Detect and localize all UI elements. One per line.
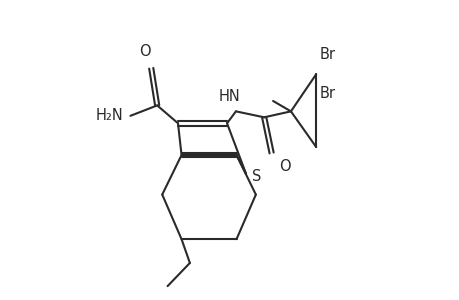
Text: O: O xyxy=(279,159,290,174)
Text: Br: Br xyxy=(319,47,335,62)
Text: HN: HN xyxy=(218,89,241,104)
Text: S: S xyxy=(252,169,261,184)
Text: O: O xyxy=(139,44,151,59)
Text: H₂N: H₂N xyxy=(95,108,123,123)
Text: Br: Br xyxy=(319,86,335,101)
